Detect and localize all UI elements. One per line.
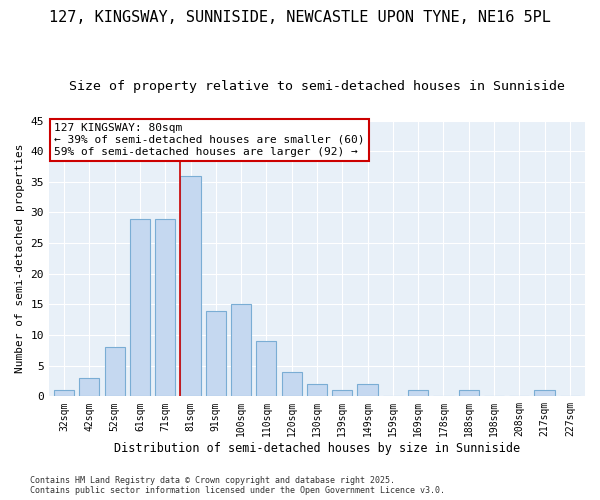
Bar [281, 372, 302, 396]
Bar [181, 176, 200, 396]
Bar [458, 390, 479, 396]
Bar [332, 390, 352, 396]
Bar [307, 384, 327, 396]
Bar [155, 218, 175, 396]
Bar [104, 348, 125, 397]
Text: 127, KINGSWAY, SUNNISIDE, NEWCASTLE UPON TYNE, NE16 5PL: 127, KINGSWAY, SUNNISIDE, NEWCASTLE UPON… [49, 10, 551, 25]
Bar [256, 341, 277, 396]
Y-axis label: Number of semi-detached properties: Number of semi-detached properties [15, 144, 25, 373]
Text: Contains HM Land Registry data © Crown copyright and database right 2025.
Contai: Contains HM Land Registry data © Crown c… [30, 476, 445, 495]
Bar [408, 390, 428, 396]
Text: 127 KINGSWAY: 80sqm
← 39% of semi-detached houses are smaller (60)
59% of semi-d: 127 KINGSWAY: 80sqm ← 39% of semi-detach… [54, 124, 365, 156]
Bar [358, 384, 377, 396]
Bar [535, 390, 554, 396]
Bar [206, 310, 226, 396]
X-axis label: Distribution of semi-detached houses by size in Sunniside: Distribution of semi-detached houses by … [114, 442, 520, 455]
Bar [231, 304, 251, 396]
Bar [54, 390, 74, 396]
Bar [79, 378, 100, 396]
Title: Size of property relative to semi-detached houses in Sunniside: Size of property relative to semi-detach… [69, 80, 565, 93]
Bar [130, 218, 150, 396]
